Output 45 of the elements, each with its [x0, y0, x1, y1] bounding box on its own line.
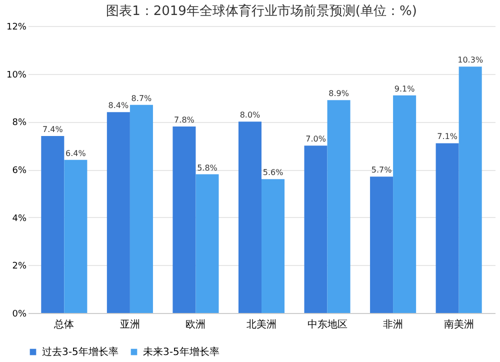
- y-tick-label: 10%: [6, 70, 27, 80]
- data-label: 8.9%: [328, 89, 350, 98]
- data-label: 6.4%: [66, 148, 86, 158]
- x-tick-label: 欧洲: [186, 318, 206, 330]
- x-tick-label: 中东地区: [307, 318, 348, 330]
- bar: [196, 174, 219, 313]
- bar: [41, 136, 64, 313]
- bar: [304, 146, 328, 313]
- data-label: 5.6%: [262, 168, 284, 178]
- y-tick-label: 8%: [12, 118, 27, 128]
- y-tick-label: 0%: [12, 310, 27, 320]
- chart-title: 图表1：2019年全球体育行业市场前景预测(单位：%): [106, 3, 417, 19]
- data-label: 10.3%: [458, 56, 484, 65]
- data-label: 5.8%: [197, 163, 218, 172]
- x-tick-label: 亚洲: [120, 318, 140, 330]
- data-label: 8.7%: [131, 94, 152, 103]
- y-tick-label: 6%: [12, 166, 27, 176]
- x-tick-label: 北美洲: [246, 318, 276, 330]
- data-label: 8.0%: [240, 110, 261, 120]
- bar: [393, 95, 416, 313]
- y-tick-label: 2%: [12, 262, 27, 272]
- y-tick-label: 4%: [12, 214, 27, 224]
- bar: [370, 176, 394, 313]
- data-label: 7.4%: [42, 125, 64, 134]
- legend-label: 过去3-5年增长率: [42, 346, 118, 358]
- bar: [64, 160, 88, 313]
- data-label: 9.1%: [394, 84, 416, 94]
- bar: [262, 179, 285, 313]
- bar: [130, 104, 153, 313]
- data-label: 7.1%: [437, 132, 458, 142]
- data-label: 7.0%: [306, 134, 326, 144]
- bar: [106, 112, 130, 313]
- bar: [436, 143, 459, 313]
- x-tick-label: 南美洲: [444, 318, 474, 330]
- data-label: 7.8%: [174, 115, 195, 124]
- bar: [327, 100, 350, 313]
- bar: [172, 126, 196, 313]
- data-label: 5.7%: [371, 166, 392, 175]
- x-tick-label: 非洲: [383, 318, 404, 330]
- legend-label: 未来3-5年增长率: [143, 346, 220, 358]
- bar: [238, 122, 262, 313]
- y-tick-label: 12%: [6, 22, 27, 32]
- x-tick-label: 总体: [53, 318, 74, 330]
- bar: [458, 66, 482, 313]
- data-label: 8.4%: [108, 101, 129, 110]
